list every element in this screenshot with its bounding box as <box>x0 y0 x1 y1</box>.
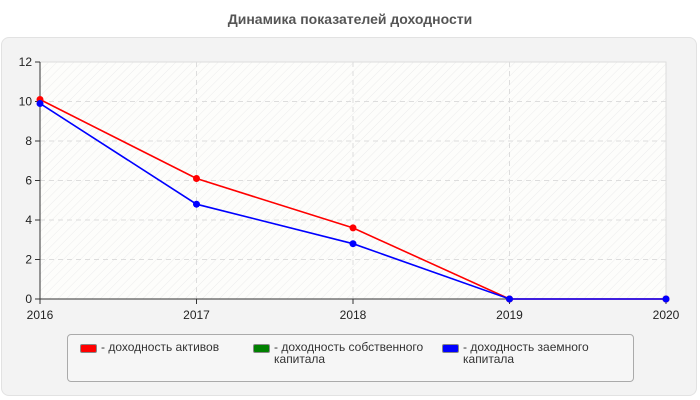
legend-label: - доходность активов <box>101 340 220 354</box>
legend-label: - доходность собственного капитала <box>274 340 424 366</box>
svg-text:4: 4 <box>25 213 32 227</box>
svg-text:12: 12 <box>19 55 33 69</box>
svg-text:2017: 2017 <box>183 308 210 322</box>
series-lines <box>36 96 670 303</box>
chart-title: Динамика показателей доходности <box>227 11 473 27</box>
svg-text:6: 6 <box>25 174 32 188</box>
legend: - доходность активов - доходность собств… <box>67 334 634 382</box>
svg-text:2018: 2018 <box>340 308 367 322</box>
svg-text:2016: 2016 <box>27 308 54 322</box>
svg-text:2020: 2020 <box>653 308 680 322</box>
svg-text:10: 10 <box>19 95 33 109</box>
svg-text:8: 8 <box>25 134 32 148</box>
legend-label: - доходность заемного капитала <box>463 340 589 366</box>
legend-swatch-red <box>80 344 97 353</box>
legend-item-debt: - доходность заемного капитала <box>442 341 613 365</box>
legend-item-assets: - доходность активов <box>80 341 271 353</box>
svg-text:2019: 2019 <box>496 308 523 322</box>
legend-swatch-green <box>253 344 270 353</box>
svg-text:0: 0 <box>25 292 32 306</box>
legend-item-equity: - доходность собственного капитала <box>253 341 439 365</box>
legend-swatch-blue <box>442 344 459 353</box>
svg-text:2: 2 <box>25 253 32 267</box>
tick-labels: 0 2 4 6 8 10 12 2016 2017 2018 2019 2020 <box>19 55 680 322</box>
